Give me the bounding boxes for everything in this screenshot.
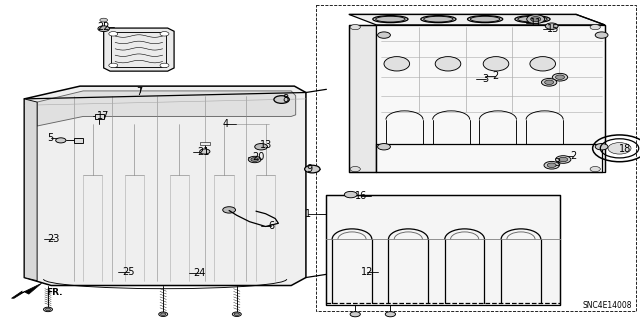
Text: 13: 13	[260, 140, 273, 150]
Ellipse shape	[467, 16, 503, 23]
Text: 25: 25	[122, 267, 135, 277]
Circle shape	[344, 191, 357, 198]
Circle shape	[109, 63, 118, 68]
Text: 6: 6	[268, 221, 275, 231]
Circle shape	[378, 144, 390, 150]
Circle shape	[161, 313, 166, 315]
Polygon shape	[349, 25, 376, 172]
Polygon shape	[24, 99, 37, 281]
Text: FR.: FR.	[46, 288, 63, 297]
Text: 16: 16	[355, 191, 367, 201]
Text: 4: 4	[222, 119, 228, 129]
Circle shape	[305, 165, 320, 173]
Circle shape	[251, 158, 259, 161]
Text: 2: 2	[492, 71, 499, 81]
Circle shape	[556, 75, 564, 79]
Circle shape	[608, 143, 631, 154]
Circle shape	[590, 167, 600, 172]
Circle shape	[98, 26, 109, 32]
Ellipse shape	[421, 16, 456, 23]
Text: SNC4E14008: SNC4E14008	[583, 301, 632, 310]
Circle shape	[552, 73, 568, 81]
Circle shape	[541, 78, 557, 86]
Polygon shape	[104, 28, 174, 71]
Text: 18: 18	[618, 144, 631, 154]
Circle shape	[45, 308, 51, 311]
Circle shape	[531, 17, 541, 22]
Ellipse shape	[483, 57, 509, 71]
Polygon shape	[95, 114, 104, 119]
Ellipse shape	[530, 57, 556, 71]
Circle shape	[160, 63, 169, 68]
Text: 7: 7	[136, 87, 143, 97]
Circle shape	[595, 32, 608, 38]
Polygon shape	[74, 138, 83, 143]
Text: 24: 24	[193, 268, 205, 278]
Polygon shape	[24, 86, 306, 286]
Circle shape	[223, 207, 236, 213]
Circle shape	[159, 312, 168, 316]
Circle shape	[44, 307, 52, 312]
Text: 11: 11	[530, 18, 543, 28]
Circle shape	[590, 25, 600, 30]
Circle shape	[556, 156, 571, 163]
Circle shape	[527, 15, 545, 24]
Ellipse shape	[515, 16, 550, 23]
Polygon shape	[37, 91, 296, 126]
Text: 3: 3	[554, 158, 561, 168]
Polygon shape	[12, 283, 42, 298]
Circle shape	[160, 32, 169, 36]
Circle shape	[544, 161, 559, 169]
Text: 9: 9	[307, 164, 313, 174]
Circle shape	[559, 157, 568, 162]
Ellipse shape	[435, 57, 461, 71]
Circle shape	[385, 312, 396, 317]
Text: 20: 20	[252, 152, 265, 162]
Polygon shape	[349, 14, 605, 25]
Text: 12: 12	[361, 267, 374, 277]
Ellipse shape	[518, 16, 547, 22]
Polygon shape	[376, 25, 605, 172]
Text: 17: 17	[97, 111, 109, 122]
Text: 5: 5	[47, 133, 54, 143]
Text: 23: 23	[47, 234, 60, 244]
Circle shape	[545, 23, 558, 29]
Text: 21: 21	[197, 146, 210, 157]
Circle shape	[350, 312, 360, 317]
Text: 3: 3	[483, 74, 489, 84]
Circle shape	[200, 149, 210, 154]
Ellipse shape	[376, 16, 405, 22]
Circle shape	[595, 144, 608, 150]
Circle shape	[232, 312, 241, 316]
Ellipse shape	[372, 16, 408, 23]
Circle shape	[547, 163, 556, 167]
Circle shape	[109, 32, 118, 36]
Polygon shape	[200, 142, 210, 145]
Text: 1: 1	[305, 209, 312, 219]
Circle shape	[100, 18, 108, 22]
Circle shape	[545, 80, 554, 85]
Circle shape	[255, 144, 268, 150]
Text: 15: 15	[547, 24, 559, 34]
Circle shape	[56, 138, 66, 143]
Circle shape	[248, 156, 261, 163]
Circle shape	[378, 32, 390, 38]
Text: 2: 2	[570, 151, 577, 161]
Text: 22: 22	[97, 22, 110, 32]
Ellipse shape	[424, 16, 453, 22]
Ellipse shape	[384, 57, 410, 71]
Circle shape	[234, 313, 239, 315]
Circle shape	[350, 25, 360, 30]
Polygon shape	[326, 195, 560, 305]
Ellipse shape	[470, 16, 500, 22]
Circle shape	[274, 96, 289, 103]
Text: 8: 8	[282, 94, 289, 104]
Circle shape	[350, 167, 360, 172]
